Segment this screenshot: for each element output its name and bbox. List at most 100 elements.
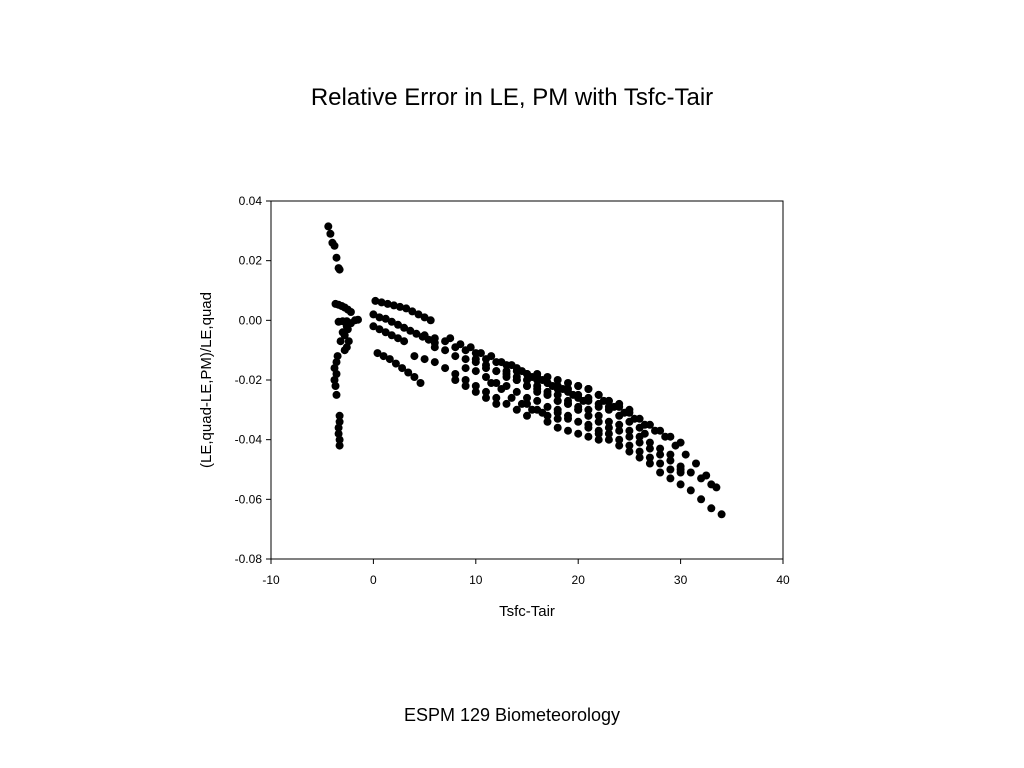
data-point <box>354 315 362 324</box>
data-point <box>635 453 644 462</box>
data-point <box>543 411 552 420</box>
data-point <box>625 405 634 414</box>
data-point <box>461 376 470 384</box>
data-point <box>492 367 501 376</box>
data-point <box>625 426 634 435</box>
data-point <box>523 393 531 402</box>
x-axis-ticks: -10 0 10 20 30 40 <box>262 559 790 587</box>
data-point <box>420 355 429 364</box>
data-point <box>615 426 624 435</box>
data-point <box>615 441 624 450</box>
data-point <box>377 298 386 307</box>
data-point <box>400 337 409 346</box>
data-point <box>456 340 465 349</box>
data-point <box>369 322 378 331</box>
data-point <box>676 480 685 489</box>
data-point <box>482 361 490 370</box>
data-point <box>334 429 343 438</box>
data-point <box>640 420 649 429</box>
data-point <box>615 420 624 429</box>
data-point <box>645 444 654 453</box>
data-point <box>497 385 506 393</box>
data-point <box>594 402 603 411</box>
data-point <box>564 387 572 396</box>
data-point <box>564 396 572 405</box>
y-tick-label: 0.04 <box>239 194 263 208</box>
data-point <box>584 396 593 405</box>
data-point <box>335 441 344 450</box>
data-point <box>625 441 634 450</box>
data-point <box>336 337 345 346</box>
data-point <box>651 426 659 435</box>
data-point <box>410 352 419 361</box>
data-point <box>492 399 501 408</box>
data-point <box>615 399 624 408</box>
data-point <box>645 453 654 462</box>
data-point <box>326 229 335 238</box>
data-point <box>471 355 480 364</box>
data-point <box>512 405 521 414</box>
data-point <box>414 310 423 319</box>
data-point <box>712 483 721 492</box>
y-tick-label: -0.04 <box>235 433 263 447</box>
data-point <box>656 450 665 459</box>
data-point <box>564 379 572 387</box>
data-point <box>630 414 639 423</box>
y-tick-label: 0.02 <box>239 254 263 268</box>
y-tick-label: -0.08 <box>235 552 263 566</box>
data-point <box>412 329 421 338</box>
data-point <box>584 432 593 441</box>
data-point <box>396 302 404 311</box>
data-point <box>574 382 583 390</box>
data-point <box>666 456 675 465</box>
data-point <box>373 349 382 358</box>
data-point <box>346 308 355 316</box>
data-point <box>446 334 455 343</box>
data-point <box>676 468 685 477</box>
data-point <box>533 396 542 405</box>
data-point <box>476 349 485 358</box>
data-point <box>441 364 450 373</box>
slide-footer: ESPM 129 Biometeorology <box>403 705 621 725</box>
data-point <box>584 405 593 414</box>
data-point <box>330 241 339 250</box>
data-point <box>512 387 521 396</box>
data-point <box>389 301 398 310</box>
data-point <box>553 414 562 423</box>
data-point <box>391 359 400 368</box>
x-tick-label: 10 <box>469 573 483 587</box>
data-point <box>487 352 496 361</box>
data-point <box>426 316 435 325</box>
data-point <box>466 343 475 352</box>
data-point <box>332 253 341 262</box>
data-point <box>335 411 344 420</box>
data-point <box>461 382 470 390</box>
data-point <box>594 411 603 420</box>
data-point <box>441 346 450 355</box>
data-point <box>398 364 407 373</box>
data-point <box>416 379 425 387</box>
data-point <box>604 429 613 438</box>
data-point <box>697 495 706 504</box>
data-point <box>375 313 384 322</box>
data-point <box>404 368 413 377</box>
x-axis-title: Tsfc-Tair <box>499 603 555 620</box>
data-point <box>553 405 562 414</box>
data-point <box>717 510 726 519</box>
data-point <box>523 411 531 420</box>
data-point <box>574 429 583 438</box>
data-point <box>594 390 603 399</box>
data-point <box>471 387 480 396</box>
data-point <box>681 450 690 459</box>
data-point <box>482 393 490 402</box>
data-point <box>656 444 665 453</box>
data-point <box>333 352 342 361</box>
data-point <box>553 376 562 384</box>
data-point <box>381 314 390 323</box>
y-tick-label: -0.06 <box>235 492 263 506</box>
data-point <box>371 296 380 305</box>
y-axis-title: (LE,quad-LE,PM)/LE,quad <box>198 292 215 468</box>
data-points <box>324 222 726 519</box>
data-point <box>594 435 603 444</box>
data-point <box>502 399 511 408</box>
